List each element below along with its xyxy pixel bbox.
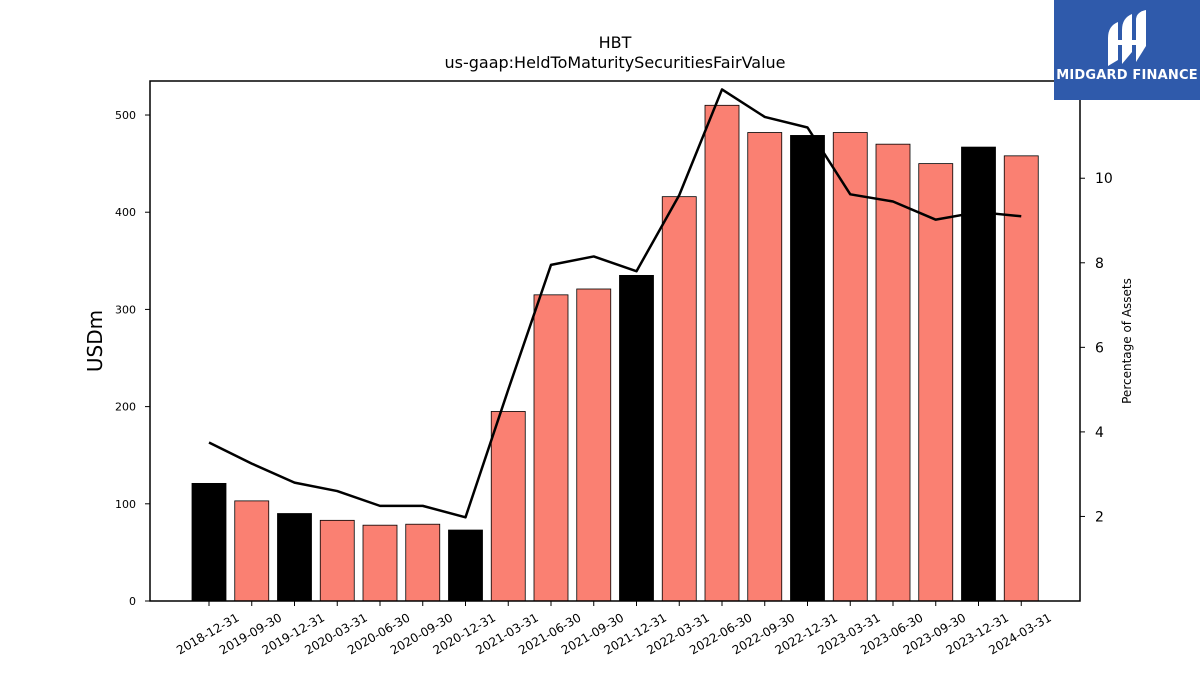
- x-axis: 2018-12-312019-09-302019-12-312020-03-31…: [174, 601, 1054, 657]
- y-axis-label: USDm: [83, 310, 107, 372]
- y-tick-label: 0: [129, 595, 136, 608]
- y-axis-right: 24681012: [1080, 87, 1113, 525]
- y2-axis-label: Percentage of Assets: [1120, 278, 1134, 404]
- logo-text: MIDGARD FINANCE: [1056, 68, 1198, 83]
- y-tick-label: 200: [115, 401, 136, 414]
- chart-title: HBT: [599, 33, 632, 52]
- bar-2022-12-31: [790, 135, 825, 602]
- bar-2020-12-31: [448, 529, 483, 602]
- y-tick-label: 100: [115, 498, 136, 511]
- bar-2020-09-30: [405, 523, 441, 602]
- bar-2023-12-31: [961, 146, 996, 602]
- y-tick-label: 500: [115, 109, 136, 122]
- bar-2021-09-30: [576, 288, 612, 602]
- logo-mark-icon: [1108, 10, 1146, 66]
- bar-2019-09-30: [234, 500, 270, 602]
- bar-2020-06-30: [362, 524, 398, 602]
- bar-2022-03-31: [661, 196, 697, 602]
- line-layer: [208, 88, 1022, 519]
- plot-frame: [149, 80, 1081, 602]
- bar-2018-12-31: [191, 482, 227, 602]
- bar-2023-06-30: [875, 143, 911, 602]
- bar-2019-12-31: [277, 513, 312, 602]
- midgard-finance-logo: MIDGARD FINANCE: [1054, 0, 1200, 100]
- chart-subtitle: us-gaap:HeldToMaturitySecuritiesFairValu…: [444, 53, 785, 72]
- bar-2021-03-31: [490, 411, 526, 602]
- y2-tick-label: 2: [1095, 509, 1104, 525]
- bar-2020-03-31: [319, 519, 355, 602]
- bar-2021-06-30: [533, 294, 569, 602]
- y-tick-label: 300: [115, 303, 136, 316]
- bar-2021-12-31: [619, 274, 654, 602]
- bar-2022-06-30: [704, 104, 740, 602]
- bars-layer: [191, 104, 1039, 602]
- y2-tick-label: 10: [1095, 171, 1113, 187]
- y-axis-left: 0 100 200 300 400 500: [115, 109, 150, 608]
- bar-2023-03-31: [832, 132, 868, 602]
- bar-2024-03-31: [1003, 155, 1039, 602]
- bar-2023-09-30: [918, 163, 954, 602]
- y2-tick-label: 8: [1095, 256, 1104, 272]
- y2-tick-label: 4: [1095, 425, 1104, 441]
- y-tick-label: 400: [115, 206, 136, 219]
- y2-tick-label: 6: [1095, 340, 1104, 356]
- percentage-line: [208, 88, 1022, 519]
- bar-2022-09-30: [747, 132, 783, 602]
